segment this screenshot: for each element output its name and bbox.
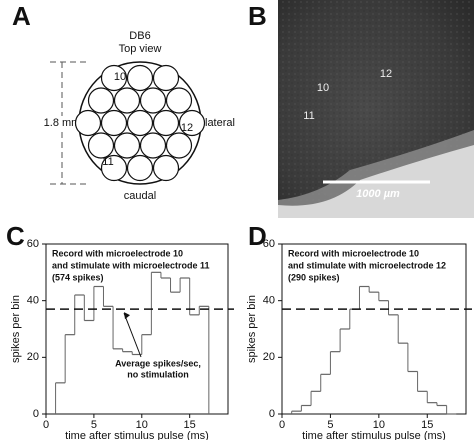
x-tick-label: 5 [91, 419, 97, 431]
electrode-label: 11 [102, 156, 113, 168]
y-axis-label: spikes per bin [246, 295, 258, 363]
electrode [100, 64, 128, 92]
x-tick-label: 5 [327, 419, 333, 431]
plot-frame [45, 243, 229, 415]
y-tick-label: 60 [27, 238, 39, 250]
x-tick-label: 10 [373, 419, 385, 431]
callout-arrowhead [124, 312, 130, 320]
panel-letter: C [6, 221, 25, 251]
electrode [100, 109, 128, 137]
electrode [152, 64, 180, 92]
x-axis-label: time after stimulus pulse (ms) [302, 430, 446, 440]
electrode [126, 109, 154, 137]
y-tick-label: 0 [269, 408, 275, 420]
electrode-label: 10 [317, 82, 329, 94]
label-bg [44, 116, 80, 130]
bottom-label: caudal [124, 190, 156, 202]
side-label: lateral [205, 117, 235, 129]
electrode [126, 64, 154, 92]
electrode [139, 87, 167, 114]
x-tick-label: 0 [43, 419, 49, 431]
y-tick-label: 20 [27, 351, 39, 363]
electrode [74, 109, 102, 137]
electrode-array [74, 64, 206, 182]
electrode [126, 154, 154, 182]
x-tick-label: 0 [279, 419, 285, 431]
panel-letter: D [248, 221, 267, 251]
annotation: and stimulate with microelectrode 11 [52, 260, 210, 270]
y-tick-label: 20 [263, 351, 275, 363]
annotation: (574 spikes) [52, 272, 104, 282]
y-tick-label: 40 [27, 295, 39, 307]
callout-text: Average spikes/sec, [115, 358, 201, 368]
electrode [100, 154, 128, 182]
electrode [87, 87, 115, 114]
y-tick-label: 60 [263, 238, 275, 250]
diagram-title: DB6 [129, 30, 150, 42]
y-tick-label: 0 [33, 408, 39, 420]
plot-frame [281, 243, 467, 415]
annotation: and stimulate with microelectrode 12 [288, 260, 446, 270]
x-tick-label: 15 [184, 419, 196, 431]
diagram-title: Top view [119, 43, 162, 55]
scale-bar-label: 1000 µm [356, 188, 400, 200]
electrode [152, 154, 180, 182]
electrode [165, 132, 193, 159]
annotation: Record with microelectrode 10 [288, 248, 419, 258]
scale-label: 1.8 mm [44, 117, 81, 129]
callout-arrow [123, 312, 142, 358]
electrode [139, 132, 167, 159]
electrode [113, 132, 141, 159]
electrode [152, 109, 180, 137]
y-tick-label: 40 [263, 295, 275, 307]
x-axis-label: time after stimulus pulse (ms) [65, 430, 209, 440]
x-tick-label: 10 [136, 419, 148, 431]
electrode-label: 10 [114, 71, 126, 83]
x-tick-label: 15 [421, 419, 433, 431]
y-axis-label: spikes per bin [10, 295, 22, 363]
electrode-label: 12 [181, 122, 193, 134]
electrode [165, 87, 193, 114]
electrode-label: 11 [303, 110, 314, 122]
electrode [178, 109, 206, 137]
annotation: (290 spikes) [288, 272, 340, 282]
electrode-label: 12 [380, 68, 392, 80]
annotation: Record with microelectrode 10 [52, 248, 183, 258]
panel-letter: A [12, 1, 31, 31]
electrode [87, 132, 115, 159]
callout-text: no stimulation [127, 369, 189, 379]
panel-letter: B [248, 1, 267, 31]
electrode [113, 87, 141, 114]
